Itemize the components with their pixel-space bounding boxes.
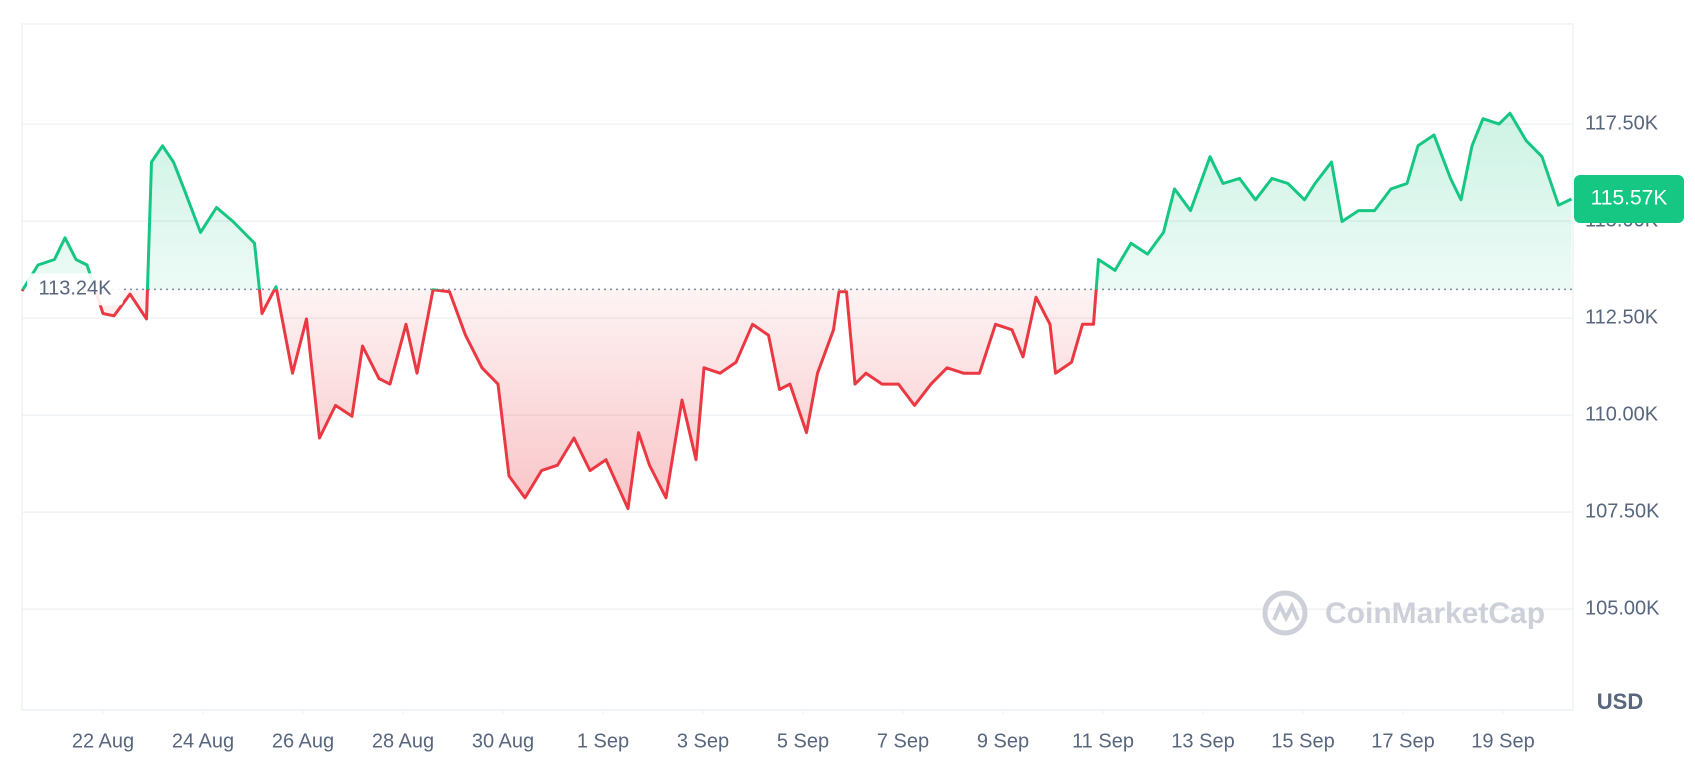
x-tick-label: 24 Aug — [172, 730, 234, 752]
current-price-label: 115.57K — [1591, 187, 1668, 210]
y-tick-label: 112.50K — [1585, 306, 1659, 328]
x-tick-label: 17 Sep — [1371, 730, 1434, 752]
watermark-logo-mark — [1272, 601, 1300, 623]
x-tick-label: 13 Sep — [1171, 730, 1234, 752]
baseline-label: 113.24K — [38, 278, 112, 300]
y-tick-label: 117.50K — [1585, 112, 1659, 134]
x-tick-label: 9 Sep — [977, 730, 1029, 752]
y-tick-label: 110.00K — [1585, 403, 1659, 425]
x-tick-label: 3 Sep — [677, 730, 729, 752]
x-tick-label: 1 Sep — [577, 730, 629, 752]
watermark: CoinMarketCap — [1262, 590, 1545, 636]
plot: 113.24K — [20, 111, 1573, 511]
current-price-tag — [1574, 174, 1684, 223]
x-tick-label: 19 Sep — [1471, 730, 1534, 752]
x-tick-label: 7 Sep — [877, 730, 929, 752]
x-tick-label: 26 Aug — [272, 730, 334, 752]
y-tick-label: 105.00K — [1585, 597, 1660, 619]
x-tick-label: 28 Aug — [372, 730, 434, 752]
x-tick-label: 11 Sep — [1072, 730, 1134, 752]
x-tick-label: 15 Sep — [1271, 730, 1334, 752]
x-tick-label: 22 Aug — [72, 730, 134, 752]
y-tick-label: 107.50K — [1585, 500, 1660, 522]
y-axis-label: USD — [1597, 689, 1643, 714]
x-tick-label: 5 Sep — [777, 730, 829, 752]
area-shading — [22, 113, 1572, 509]
price-line — [20, 111, 1573, 511]
x-tick-label: 30 Aug — [472, 730, 534, 752]
baseline-label-bg — [27, 273, 123, 306]
watermark-text: CoinMarketCap — [1325, 597, 1545, 630]
watermark-logo — [1262, 590, 1308, 636]
